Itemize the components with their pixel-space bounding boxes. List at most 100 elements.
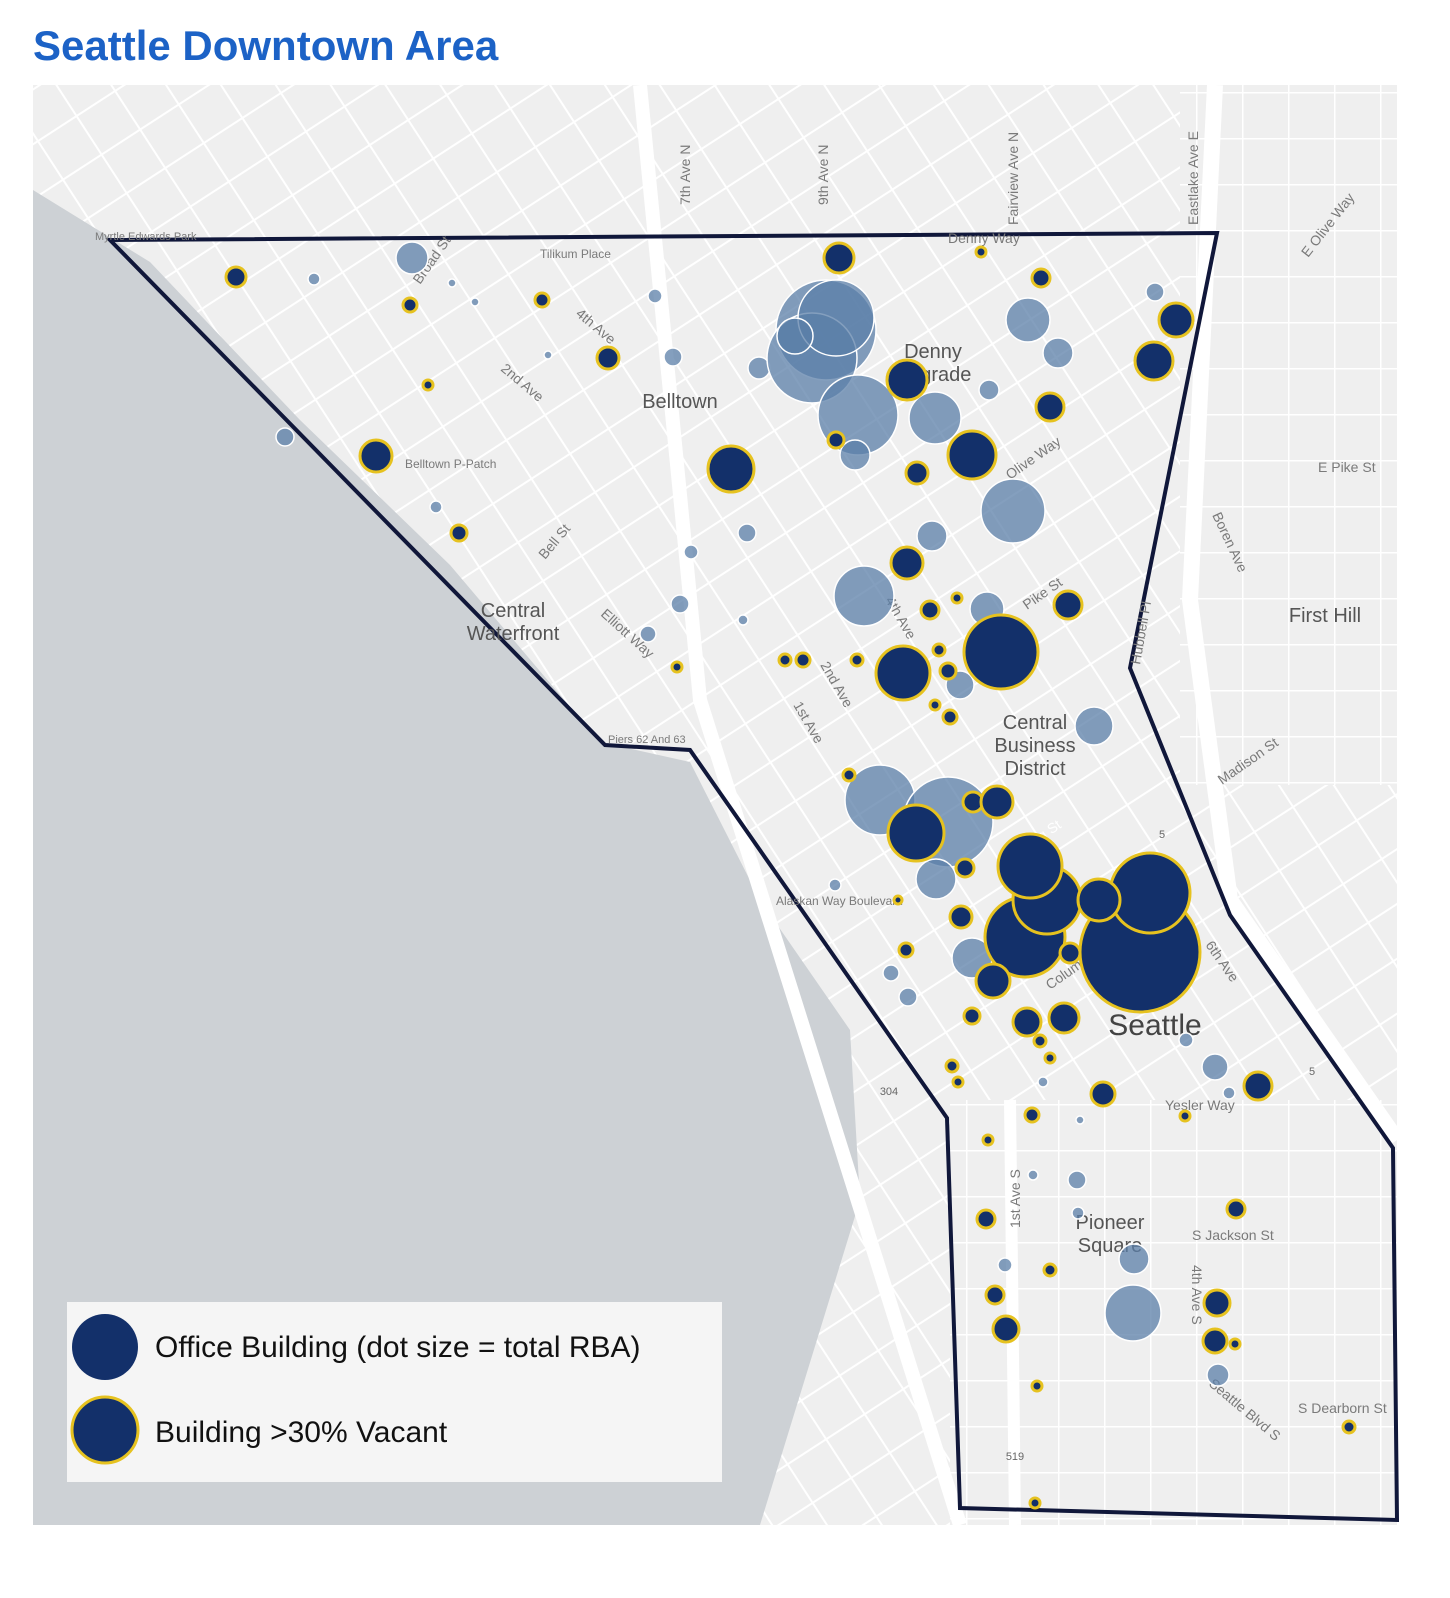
- vacant-building-dot: [984, 1284, 1006, 1306]
- building-dot: [470, 297, 480, 307]
- vacant-building-dot: [991, 1314, 1021, 1344]
- building-dot: [737, 523, 757, 543]
- vacant-building-dot: [1052, 589, 1084, 621]
- vacant-building-dot: [706, 444, 756, 494]
- street-label: E Pike St: [1318, 459, 1376, 475]
- vacant-building-dot: [358, 438, 394, 474]
- street-label: 1st Ave S: [1007, 1169, 1023, 1228]
- vacant-building-dot: [886, 803, 946, 863]
- vacant-building-dot: [1076, 877, 1122, 923]
- legend: Office Building (dot size = total RBA) B…: [67, 1302, 722, 1482]
- vacant-building-dot: [897, 941, 915, 959]
- vacant-building-dot: [931, 642, 947, 658]
- building-dot: [395, 241, 429, 275]
- building-dot: [647, 288, 663, 304]
- building-dot: [833, 565, 895, 627]
- vacant-building-dot: [996, 832, 1064, 900]
- vacant-building-dot: [841, 767, 857, 783]
- street-label: Yesler Way: [1165, 1097, 1235, 1113]
- vacant-building-dot: [889, 545, 925, 581]
- vacant-building-dot: [1030, 1379, 1044, 1393]
- route-shield: 304: [880, 1086, 898, 1098]
- vacant-building-dot: [1028, 1496, 1042, 1510]
- street-label: Denny Way: [948, 230, 1020, 246]
- vacant-building-dot: [981, 1133, 995, 1147]
- building-dot: [1074, 706, 1114, 746]
- vacant-building-dot: [919, 599, 941, 621]
- building-dot: [1071, 1206, 1085, 1220]
- neighborhood-label: District: [1004, 758, 1066, 780]
- vacant-building-dot: [1058, 941, 1082, 965]
- street-label: Eastlake Ave E: [1185, 131, 1201, 225]
- vacant-building-dot: [1178, 1109, 1192, 1123]
- street-label: Belltown P-Patch: [405, 457, 496, 471]
- vacant-building-dot: [1201, 1327, 1229, 1355]
- vacant-building-dot: [944, 1058, 960, 1074]
- vacant-building-dot: [951, 1075, 965, 1089]
- vacant-building-dot: [1225, 1198, 1247, 1220]
- vacant-building-dot: [826, 430, 846, 450]
- legend-label: Office Building (dot size = total RBA): [155, 1331, 641, 1364]
- building-dot: [543, 350, 553, 360]
- building-dots: [224, 241, 1357, 1510]
- route-shield: 519: [1006, 1451, 1024, 1463]
- vacant-building-dot: [974, 245, 988, 259]
- building-dot: [1075, 1115, 1085, 1125]
- vacant-building-dot: [401, 296, 419, 314]
- building-dot: [1201, 1053, 1229, 1081]
- street-label: S Jackson St: [1192, 1227, 1274, 1243]
- vacant-building-dot: [449, 523, 469, 543]
- street-label: 4th Ave S: [1189, 1265, 1205, 1325]
- building-dot: [839, 439, 871, 471]
- street-label: Myrtle Edwards Park: [95, 231, 197, 243]
- neighborhood-label: Denny: [904, 341, 962, 363]
- vacant-building-dot: [777, 652, 793, 668]
- building-dot: [1005, 297, 1051, 343]
- street-label: S Dearborn St: [1298, 1400, 1387, 1416]
- building-dot: [683, 544, 699, 560]
- building-dot: [980, 478, 1046, 544]
- building-dot: [1222, 1086, 1236, 1100]
- legend-label: Building >30% Vacant: [155, 1416, 448, 1449]
- neighborhood-label: Central: [481, 600, 545, 622]
- building-dot: [670, 594, 690, 614]
- vacant-building-dot: [1133, 340, 1175, 382]
- vacant-building-dot: [946, 429, 998, 481]
- vacant-building-dot: [948, 904, 974, 930]
- vacant-building-dot: [892, 894, 904, 906]
- legend-swatch: [70, 1395, 140, 1465]
- building-dot: [429, 500, 443, 514]
- street-label: 9th Ave N: [815, 145, 831, 205]
- vacant-building-dot: [928, 698, 942, 712]
- vacant-building-dot: [1047, 1001, 1081, 1035]
- vacant-building-dot: [874, 644, 932, 702]
- building-dot: [1145, 282, 1165, 302]
- route-shield: 5: [1309, 1066, 1315, 1078]
- building-dot: [275, 427, 295, 447]
- vacant-building-dot: [885, 358, 929, 402]
- vacant-building-dot: [1011, 1006, 1043, 1038]
- building-dot: [307, 272, 321, 286]
- building-dot: [916, 520, 948, 552]
- vacant-building-dot: [421, 378, 435, 392]
- vacant-building-dot: [1030, 267, 1052, 289]
- neighborhood-label: Pioneer: [1076, 1212, 1145, 1234]
- vacant-building-dot: [941, 708, 959, 726]
- building-dot: [1104, 1284, 1162, 1342]
- neighborhood-label: Central: [1003, 712, 1067, 734]
- vacant-building-dot: [979, 784, 1015, 820]
- building-dot: [915, 858, 957, 900]
- building-dot: [882, 964, 900, 982]
- vacant-building-dot: [904, 460, 930, 486]
- vacant-building-dot: [954, 857, 976, 879]
- building-dot: [1037, 1076, 1049, 1088]
- title: Seattle Downtown Area: [33, 22, 499, 69]
- street-label: Fairview Ave N: [1005, 132, 1021, 225]
- building-dot: [663, 347, 683, 367]
- vacant-building-dot: [1202, 1288, 1232, 1318]
- vacant-building-dot: [1032, 1033, 1048, 1049]
- neighborhood-label: Waterfront: [467, 623, 560, 645]
- vacant-building-dot: [950, 591, 964, 605]
- building-dot: [1067, 1170, 1087, 1190]
